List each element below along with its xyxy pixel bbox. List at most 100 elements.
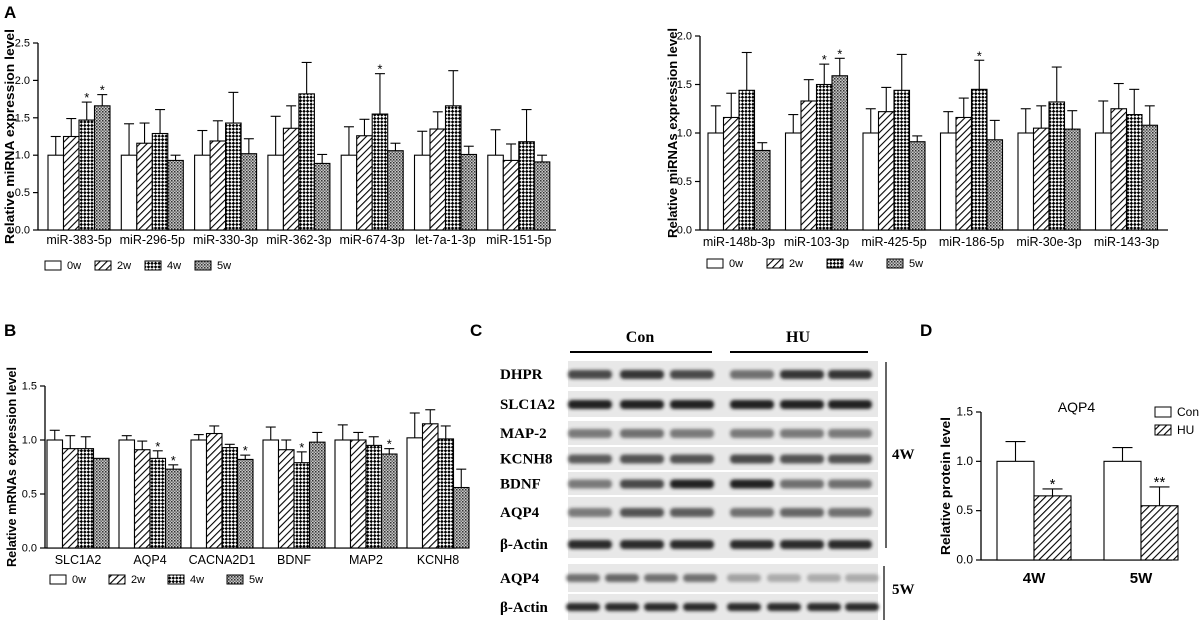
blot-band [620, 479, 664, 489]
blot-band [568, 429, 612, 438]
blot-band [807, 574, 841, 582]
y-tick-label: 0.5 [956, 503, 973, 517]
blot-band [670, 508, 714, 517]
bar-bdnf-5w [308, 441, 326, 549]
bar-mir-425-5p-0w [862, 132, 880, 231]
bar-mir-30e-3p-5w [1063, 128, 1081, 231]
blot-row-label-dhpr: DHPR [500, 367, 543, 383]
legend-label-5w: 5w [249, 574, 263, 586]
bar-let-7a-1-3p-0w [413, 154, 431, 231]
category-label-4w: 4W [1023, 570, 1046, 587]
significance-marker: * [837, 46, 842, 61]
bar-mir-674-3p-5w [387, 150, 404, 231]
bar-cacna2d1-2w [205, 432, 223, 549]
panel-letter-d: D [920, 321, 932, 340]
category-label-bdnf: BDNF [277, 553, 311, 567]
category-label-mir-425-5p: miR-425-5p [861, 235, 926, 249]
bar-mir-148b-3p-2w [722, 116, 740, 231]
legend-label-con: Con [1177, 405, 1199, 419]
blot-band [620, 370, 664, 379]
panel-letter-c: C [470, 321, 482, 340]
blot-timepoint-4w: 4W [892, 447, 915, 463]
bar-5w-con [1103, 460, 1142, 561]
bar-mir-30e-3p-0w [1017, 132, 1035, 231]
blot-band [730, 454, 774, 464]
y-axis-label: Relative miRNAs expression level [665, 28, 680, 238]
category-label-mir-362-3p: miR-362-3p [266, 233, 331, 247]
blot-strip-dhpr [568, 361, 878, 387]
blot-band [730, 429, 774, 438]
blot-timepoint-5w: 5W [892, 582, 915, 598]
blot-row-label-bdnf: BDNF [500, 477, 541, 493]
bar-mir-425-5p-4w [893, 89, 911, 231]
blot-band [568, 454, 612, 464]
blot-band [828, 540, 872, 549]
bar-mir-186-5p-2w [955, 116, 973, 231]
category-label-map2: MAP2 [349, 553, 383, 567]
legend-swatch-0w [44, 260, 62, 271]
bar-mir-383-5p-0w [47, 154, 65, 231]
blot-row-label-map-2: MAP-2 [500, 426, 547, 442]
bar-mir-296-5p-5w [167, 159, 184, 231]
blot-band [730, 479, 774, 489]
bar-mir-151-5p-4w [518, 141, 535, 231]
blot-band [566, 574, 600, 582]
blot-band [828, 400, 872, 409]
blot-band [670, 370, 714, 379]
legend-swatch-0w [49, 574, 67, 585]
blot-band [780, 479, 824, 489]
y-tick-label: 1.0 [15, 150, 30, 162]
bar-mir-148b-3p-4w [738, 89, 756, 231]
legend-swatch-4w [826, 258, 844, 269]
blot-band [644, 574, 678, 582]
blot-band [730, 508, 774, 517]
bar-mir-330-3p-4w [225, 122, 242, 231]
y-tick-label: 1.0 [677, 128, 692, 140]
y-tick-label: 1.5 [22, 381, 37, 393]
bar-bdnf-4w [293, 462, 311, 549]
blot-band [670, 479, 714, 489]
bar-map2-2w [349, 439, 367, 549]
category-label-mir-330-3p: miR-330-3p [193, 233, 258, 247]
bar-mir-674-3p-0w [340, 154, 358, 231]
legend-swatch-5w [886, 258, 904, 269]
legend-label-4w: 4w [849, 258, 863, 270]
blot-band [828, 454, 872, 464]
blot-band [670, 400, 714, 409]
y-tick-label: 0.0 [22, 543, 37, 555]
bar-kcnh8-0w [406, 437, 424, 549]
legend-swatch-2w [108, 574, 126, 585]
legend-label-hu: HU [1177, 423, 1194, 437]
blot-band [644, 603, 678, 611]
category-label-5w: 5W [1130, 570, 1153, 587]
bar-aqp4-0w [118, 439, 136, 549]
bar-mir-383-5p-4w [78, 119, 96, 231]
blot-row-label-kcnh8: KCNH8 [500, 452, 553, 468]
category-label-cacna2d1: CACNA2D1 [189, 553, 256, 567]
legend-swatch-0w [706, 258, 724, 269]
bar-mir-674-3p-2w [356, 135, 373, 231]
bar-4w-hu [1033, 495, 1072, 561]
blot-band [780, 370, 824, 379]
blot-band [828, 429, 872, 438]
bar-mir-383-5p-2w [62, 135, 80, 231]
significance-marker: * [977, 48, 982, 63]
bar-map2-0w [334, 439, 352, 549]
blot-band [780, 429, 824, 438]
bar-cacna2d1-4w [221, 447, 239, 549]
bar-aqp4-5w [164, 468, 182, 549]
bar-mir-103-3p-2w [800, 100, 818, 231]
bar-mir-186-5p-5w [986, 139, 1004, 231]
significance-marker: ** [1154, 474, 1166, 491]
category-label-kcnh8: KCNH8 [417, 553, 459, 567]
blot-band [730, 400, 774, 409]
y-tick-label: 2.0 [677, 31, 692, 43]
panel-letter-a: A [4, 3, 16, 22]
legend-label-5w: 5w [909, 258, 923, 270]
blot-band [828, 370, 872, 379]
blot-band [620, 540, 664, 549]
category-label-let-7a-1-3p: let-7a-1-3p [415, 233, 475, 247]
